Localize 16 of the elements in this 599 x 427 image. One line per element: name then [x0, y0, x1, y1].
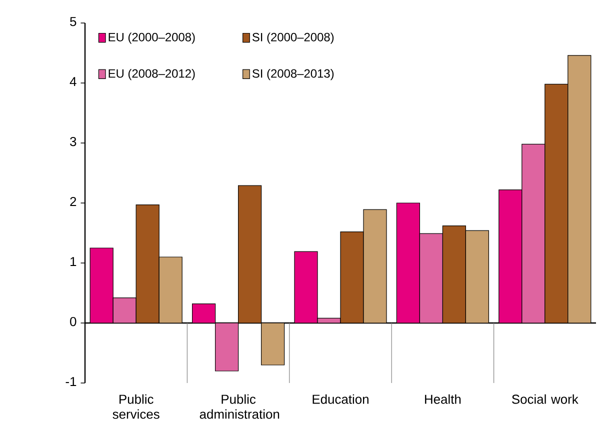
y-tick-label: 4 — [70, 77, 76, 86]
legend-label: EU (2008–2012) — [108, 68, 195, 80]
x-tick-label: Public administration — [200, 394, 280, 419]
y-tick-label: 2 — [70, 196, 76, 206]
y-tick-label: 5 — [70, 17, 76, 26]
y-tick-label: -1 — [66, 377, 76, 386]
y-tick-label: 0 — [70, 316, 76, 326]
x-tick-label: Public services — [112, 394, 160, 419]
legend-label: EU (2000–2008) — [108, 32, 195, 44]
y-tick-label: 3 — [70, 136, 76, 146]
x-tick-label: Education — [312, 394, 368, 404]
x-tick-label: Social work — [512, 394, 578, 404]
x-tick-label: Health — [425, 394, 461, 404]
legend-label: SI (2008–2013) — [252, 68, 334, 80]
y-tick-label: 1 — [70, 257, 76, 266]
legend-label: SI (2000–2008) — [252, 32, 334, 44]
